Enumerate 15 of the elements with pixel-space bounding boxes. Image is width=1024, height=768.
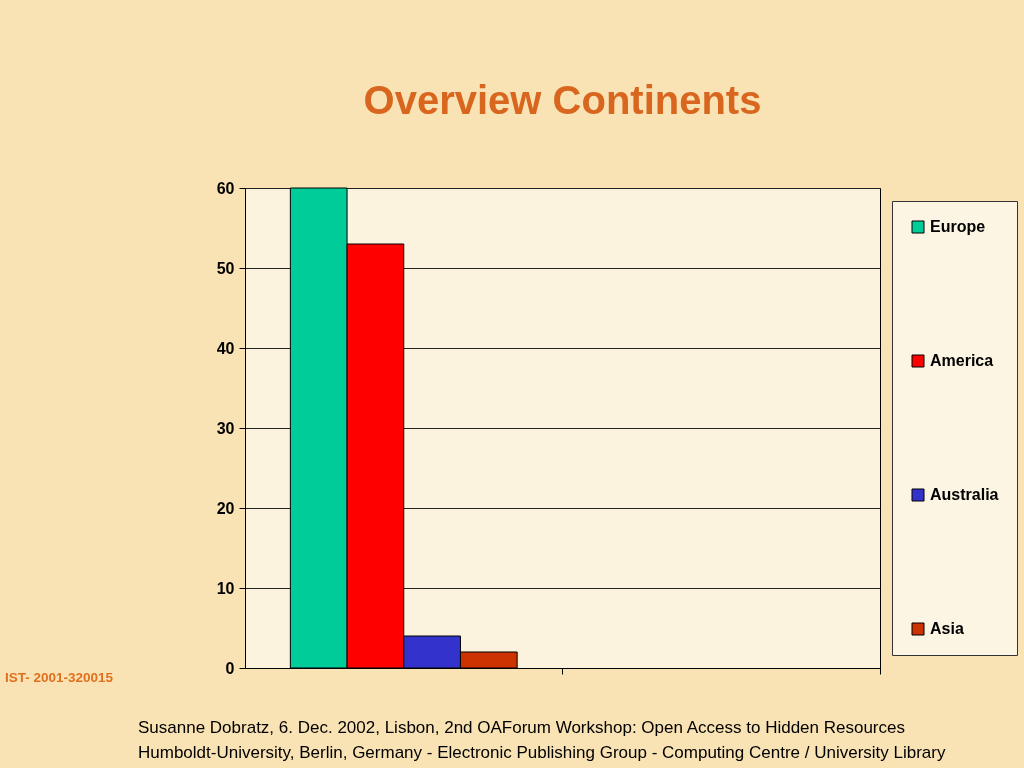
text: IST- 2001-320015 [5, 670, 114, 685]
legend-label: Australia [930, 486, 999, 503]
text: Susanne Dobratz, 6. Dec. 2002, Lisbon, 2nd OAForum Workshop: Open Access to Hidden Resources [138, 718, 905, 737]
legend-label: Asia [930, 620, 964, 637]
legend-label: America [930, 352, 994, 369]
y-tick-label: 10 [216, 579, 235, 597]
y-tick-label: 20 [216, 499, 235, 517]
y-tick-label: 50 [216, 259, 235, 277]
chart-title: Overview Continents [363, 78, 762, 122]
y-tick-label: 30 [216, 419, 235, 437]
y-tick-label: 60 [216, 179, 235, 197]
legend-label: Europe [930, 218, 986, 235]
y-tick-label: 0 [225, 659, 235, 677]
text: Humboldt-University, Berlin, Germany - Electronic Publishing Group - Computing Centre / University Library [138, 743, 946, 762]
y-tick-label: 40 [216, 339, 235, 357]
